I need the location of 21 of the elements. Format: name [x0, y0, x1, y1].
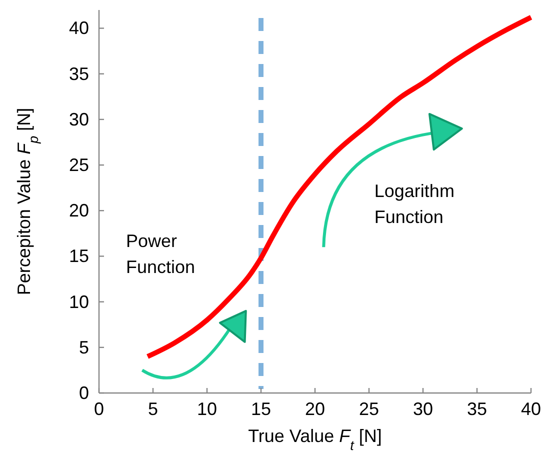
x-tick-label: 30 [412, 399, 434, 419]
x-tick-label: 10 [196, 399, 218, 419]
x-tick-label: 5 [148, 399, 158, 419]
y-tick-label: 20 [68, 200, 89, 221]
x-tick-label: 40 [520, 399, 542, 419]
x-tick-label: 20 [304, 399, 326, 419]
y-tick-label: 35 [68, 64, 89, 84]
y-tick-label: 10 [68, 292, 89, 312]
x-tick-label: 35 [466, 399, 488, 419]
x-tick-label: 15 [250, 399, 272, 419]
y-tick-label: 15 [68, 246, 89, 266]
y-tick-label: 5 [78, 337, 89, 358]
x-axis-title: True Value F$_{t}$ [N] [248, 426, 382, 452]
y-tick-label: 0 [78, 383, 89, 403]
annotation: Logarithm Function [374, 180, 454, 227]
annotation: Power Function [126, 231, 196, 278]
x-tick-label: 25 [358, 399, 380, 419]
y-tick-label: 40 [68, 18, 89, 38]
y-tick-label: 25 [68, 155, 89, 176]
x-tick-label: 0 [94, 399, 104, 419]
y-tick-label: 30 [68, 109, 89, 130]
